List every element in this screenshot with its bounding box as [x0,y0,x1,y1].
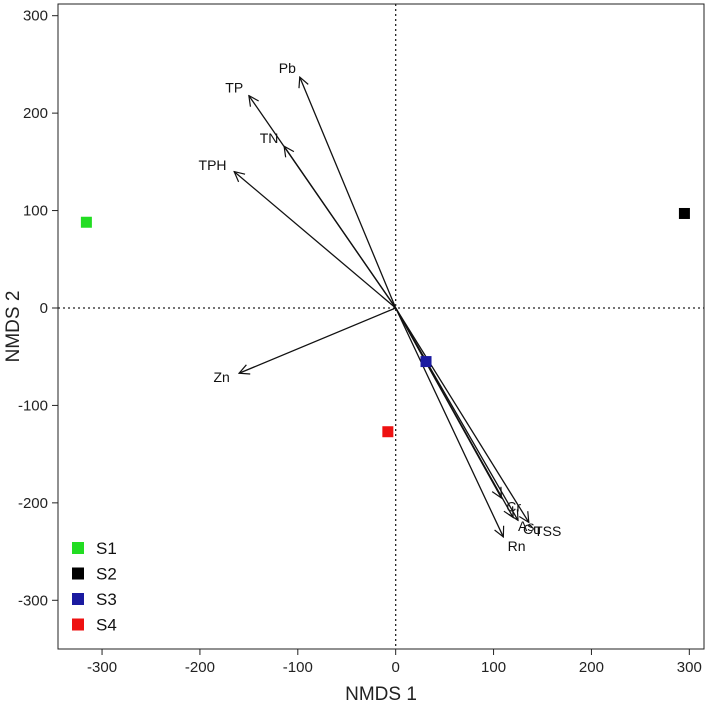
legend-label-s3: S3 [96,590,117,609]
legend-swatch-s2 [72,567,84,580]
x-tick-label: 300 [677,659,702,676]
vector-arrow-zn [239,307,396,373]
x-tick-label: -300 [87,659,117,676]
legend-label-s4: S4 [96,616,117,635]
x-tick-label: 200 [579,659,604,676]
y-tick-label: 300 [23,8,48,25]
vector-arrow-tn [284,146,397,309]
point-s1 [80,216,92,228]
vector-label-rn: Rn [508,538,526,554]
vector-arrow-tph [234,172,397,309]
vector-label-tn: TN [260,130,279,146]
y-axis-title: NMDS 2 [3,291,24,363]
vector-label-zn: Zn [214,369,230,385]
point-s4 [382,426,394,438]
x-tick-label: -200 [185,659,215,676]
vector-arrow-tss [395,307,529,522]
y-tick-label: 100 [23,203,48,220]
legend-swatch-s1 [72,542,84,554]
legend-swatch-s3 [72,593,84,605]
vector-label-tp: TP [225,79,243,95]
vector-arrow-cu [395,307,518,520]
vector-label-tss: TSS [534,523,561,539]
vector-arrow-rn [395,307,504,537]
legend-label-s1: S1 [96,539,117,558]
point-s3 [420,356,432,368]
x-tick-label: 0 [392,659,400,676]
y-tick-label: 200 [23,105,48,122]
y-tick-label: -300 [18,592,48,609]
vector-label-pb: Pb [279,60,296,76]
y-tick-label: -200 [18,495,48,512]
y-tick-label: 0 [40,300,48,317]
vector-arrow-pb [300,77,397,309]
point-s2 [678,207,690,219]
legend-swatch-s4 [72,618,84,631]
y-tick-label: -100 [18,397,48,414]
x-tick-label: 100 [481,659,506,676]
vector-label-tph: TPH [199,157,227,173]
legend-label-s2: S2 [96,565,117,584]
x-tick-label: -100 [283,659,313,676]
x-axis-title: NMDS 1 [345,684,417,705]
plot-frame [57,3,705,650]
vector-label-cu: Cu [523,521,541,537]
